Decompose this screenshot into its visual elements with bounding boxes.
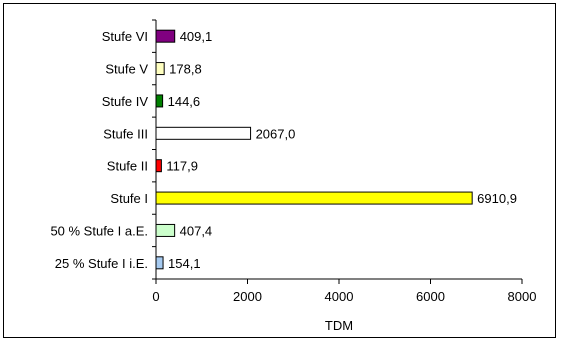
category-label: Stufe VI <box>102 29 148 44</box>
value-label: 6910,9 <box>477 191 517 206</box>
category-label: Stufe V <box>105 62 148 77</box>
category-label: Stufe II <box>107 159 148 174</box>
x-tick-label: 8000 <box>508 289 537 304</box>
category-label: Stufe I <box>110 191 148 206</box>
plot-area: 0 2000 4000 6000 8000 Stufe VI 409,1 Stufe V 178… <box>50 19 537 304</box>
bar <box>155 94 164 108</box>
x-tick-label: 0 <box>152 289 159 304</box>
bar <box>155 62 165 76</box>
category-label: Stufe III <box>103 126 148 141</box>
bar <box>155 223 176 237</box>
chart-frame <box>3 3 556 338</box>
x-axis-label: TDM <box>325 318 353 333</box>
value-label: 144,6 <box>168 94 201 109</box>
category-label: 25 % Stufe I i.E. <box>55 256 148 271</box>
bar <box>155 159 162 173</box>
value-label: 117,9 <box>166 159 198 174</box>
value-label: 178,8 <box>169 62 202 77</box>
category-label: 50 % Stufe I a.E. <box>50 223 148 238</box>
bar <box>155 126 252 140</box>
category-label: Stufe IV <box>102 94 149 109</box>
bar <box>155 256 164 270</box>
value-label: 2067,0 <box>256 126 296 141</box>
bar <box>155 191 473 205</box>
value-label: 409,1 <box>180 29 213 44</box>
value-label: 407,4 <box>180 223 213 238</box>
value-label: 154,1 <box>168 256 201 271</box>
bar <box>155 29 176 43</box>
x-tick-label: 4000 <box>325 289 354 304</box>
x-tick-label: 6000 <box>416 289 445 304</box>
x-tick-label: 2000 <box>233 289 262 304</box>
